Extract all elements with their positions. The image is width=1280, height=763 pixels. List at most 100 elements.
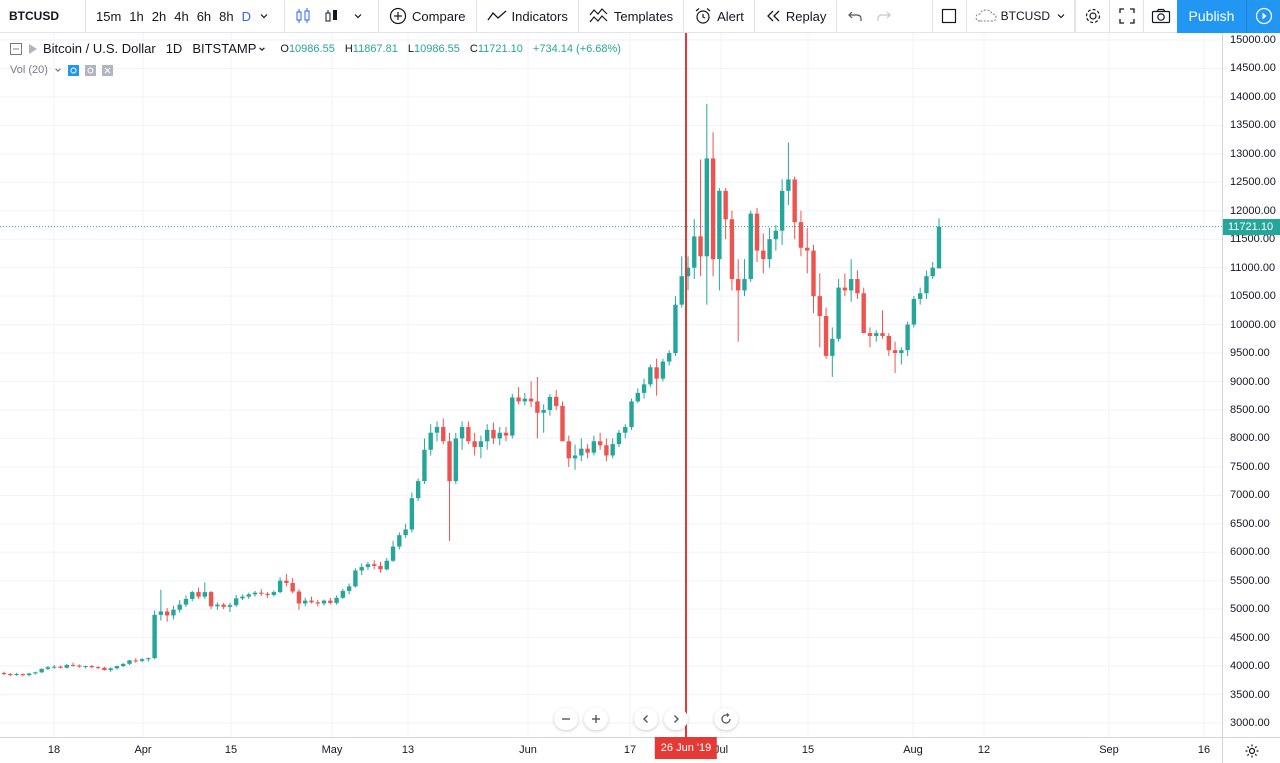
- time-tick-label: 13: [401, 744, 415, 756]
- alert-button[interactable]: Alert: [690, 0, 748, 33]
- candle: [597, 432, 603, 450]
- candle: [70, 662, 76, 667]
- candle: [215, 602, 220, 610]
- interval-2h[interactable]: 2h: [151, 8, 167, 24]
- zoom-in-icon[interactable]: [584, 708, 608, 730]
- top-toolbar: BTCUSD 15m 1h 2h 4h 6h 8h D Compare Indi…: [0, 0, 1280, 33]
- undo-redo-group: [837, 0, 907, 33]
- price-tick-label: 8000.00: [1230, 432, 1270, 445]
- candle: [905, 321, 910, 356]
- candle: [164, 608, 170, 622]
- candle: [560, 401, 565, 442]
- candle-body: [271, 592, 277, 595]
- interval-d[interactable]: D: [241, 8, 252, 24]
- visibility-icon[interactable]: [67, 64, 79, 76]
- zoom-out-icon[interactable]: [554, 708, 578, 730]
- candle-body: [591, 441, 597, 453]
- candle-body: [227, 605, 233, 607]
- candle: [340, 588, 346, 599]
- settings-icon[interactable]: [84, 64, 96, 76]
- candle: [390, 540, 396, 562]
- volume-legend: Vol (20): [10, 64, 113, 76]
- publish-button[interactable]: Publish: [1177, 0, 1246, 33]
- candle: [321, 599, 327, 606]
- candle: [554, 390, 559, 410]
- symbol-search[interactable]: BTCUSD: [0, 0, 86, 33]
- candle: [353, 568, 358, 588]
- price-tick-label: 3500.00: [1230, 688, 1270, 701]
- candle-body: [309, 600, 314, 603]
- reset-chart-icon[interactable]: [714, 708, 738, 730]
- price-tick-label: 14000.00: [1230, 90, 1276, 103]
- axis-settings-gear-icon[interactable]: [1222, 737, 1280, 763]
- candle: [641, 378, 647, 399]
- scroll-right-icon[interactable]: [664, 708, 688, 730]
- templates-button[interactable]: Templates: [585, 0, 677, 33]
- interval-15m[interactable]: 15m: [96, 8, 122, 24]
- candle: [397, 532, 402, 550]
- candle-body: [930, 267, 935, 277]
- candle-body: [108, 668, 113, 671]
- vol-chevron-down-icon[interactable]: [54, 66, 62, 74]
- candle-body: [754, 213, 760, 251]
- candle: [45, 666, 51, 671]
- candle-body: [246, 594, 251, 597]
- redo-icon[interactable]: [872, 0, 901, 33]
- time-axis[interactable]: 18 Apr 15 May 13 Jun 17 Jul 15 Aug 12 Sep 16: [0, 737, 1222, 763]
- style-dropdown-icon[interactable]: [349, 0, 372, 33]
- candle-body: [102, 667, 107, 671]
- interval-dropdown-icon[interactable]: [255, 0, 278, 33]
- time-tick-label: Sep: [1099, 744, 1119, 756]
- compare-button[interactable]: Compare: [385, 0, 469, 33]
- candlestick-chart[interactable]: [0, 33, 1222, 737]
- undo-icon[interactable]: [843, 0, 872, 33]
- layout-symbol-button[interactable]: BTCUSD: [965, 0, 1075, 33]
- candle-body: [422, 449, 427, 482]
- compare-group: Compare: [379, 0, 477, 33]
- replay-button[interactable]: Replay: [761, 0, 830, 33]
- candle: [378, 561, 383, 573]
- open-value: 10986.55: [288, 42, 335, 55]
- chart-pane[interactable]: [0, 33, 1222, 737]
- candle: [503, 427, 509, 442]
- indicators-icon: [486, 10, 506, 21]
- fullscreen-layout-icon[interactable]: [931, 0, 966, 33]
- interval-4h[interactable]: 4h: [174, 8, 189, 24]
- price-axis[interactable]: 15000.00 14500.00 14000.00 13500.00 13000.00…: [1222, 33, 1280, 737]
- candle-body: [497, 432, 502, 439]
- candle: [472, 432, 477, 456]
- price-tick-label: 11000.00: [1230, 261, 1276, 274]
- scroll-left-icon[interactable]: [634, 708, 658, 730]
- candle-body: [535, 401, 540, 413]
- candle-body: [623, 427, 628, 433]
- candles-icon[interactable]: [291, 0, 320, 33]
- publish-play-icon[interactable]: [1246, 0, 1280, 33]
- settings-gear-icon[interactable]: [1075, 0, 1109, 33]
- time-tick-label: 17: [623, 744, 637, 756]
- candle: [478, 435, 484, 459]
- fullscreen-icon[interactable]: [1109, 0, 1143, 33]
- collapse-square-icon[interactable]: [10, 42, 22, 55]
- candle: [516, 387, 521, 405]
- candle: [830, 327, 835, 377]
- candle: [346, 583, 352, 595]
- candle-body: [397, 535, 402, 547]
- price-tick-label: 9500.00: [1230, 347, 1270, 360]
- legend-chevron-down-icon[interactable]: [258, 45, 266, 53]
- candle: [823, 307, 829, 359]
- candle-body: [177, 604, 182, 610]
- candle: [403, 523, 408, 539]
- interval-8h[interactable]: 8h: [219, 8, 234, 24]
- interval-1h[interactable]: 1h: [129, 8, 144, 24]
- candle: [817, 273, 822, 348]
- remove-icon[interactable]: [101, 64, 113, 76]
- candle-body: [378, 565, 383, 570]
- candle: [635, 388, 640, 404]
- candle: [33, 671, 38, 675]
- interval-6h[interactable]: 6h: [196, 8, 212, 24]
- candle-body: [265, 593, 270, 595]
- price-tick-label: 14500.00: [1230, 62, 1276, 75]
- indicators-button[interactable]: Indicators: [483, 0, 572, 33]
- camera-icon[interactable]: [1143, 0, 1177, 33]
- bars-style-icon[interactable]: [320, 0, 349, 33]
